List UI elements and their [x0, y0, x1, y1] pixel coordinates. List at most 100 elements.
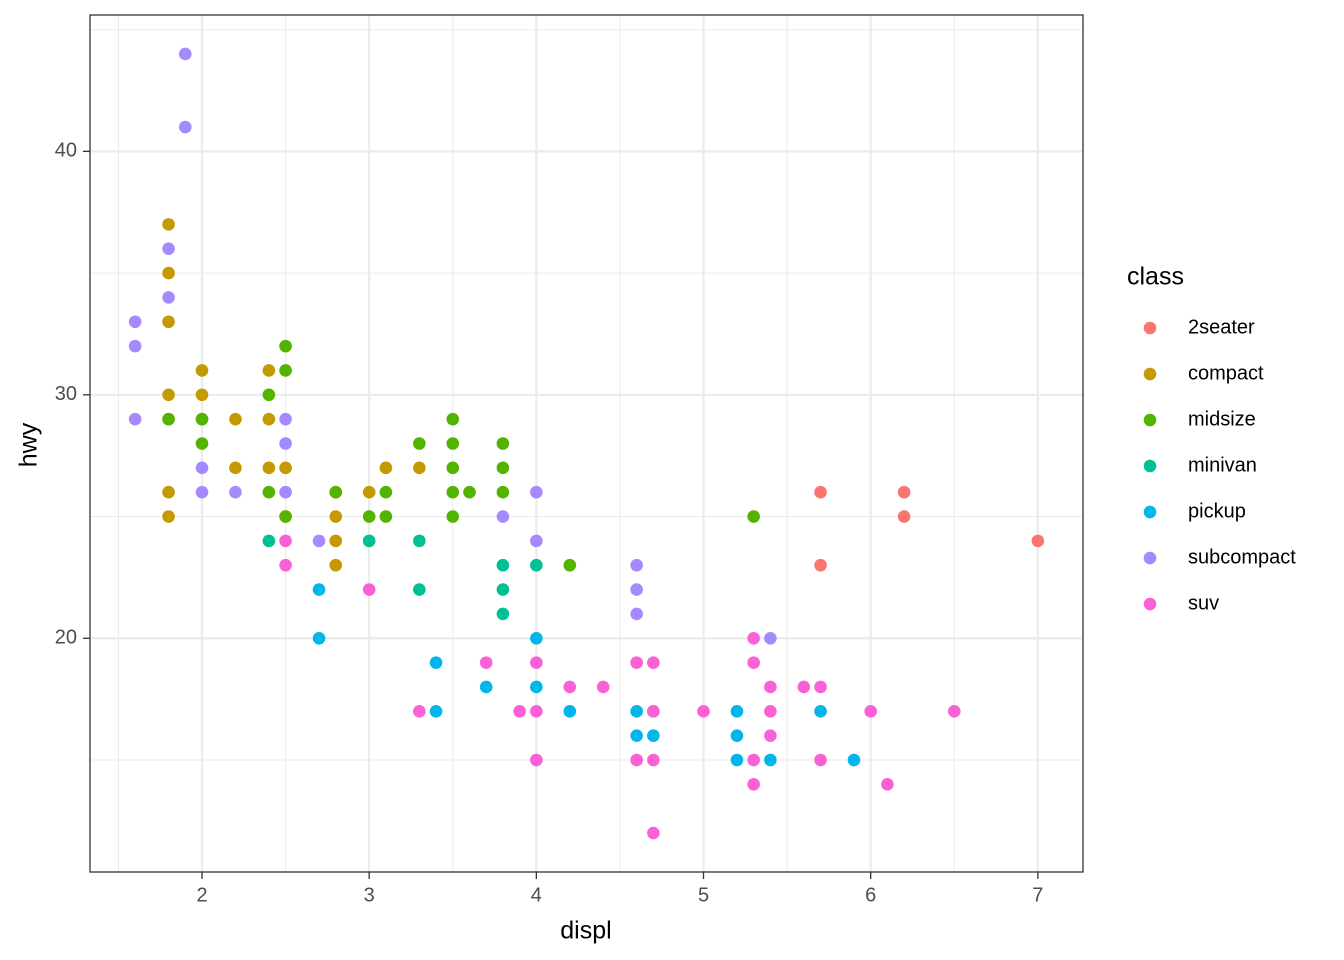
point	[329, 485, 343, 499]
point	[764, 729, 777, 742]
point	[262, 388, 276, 402]
point	[362, 485, 376, 499]
legend-key	[1143, 505, 1157, 519]
point	[496, 583, 510, 596]
point	[864, 705, 877, 718]
point	[162, 291, 175, 304]
point	[229, 461, 242, 475]
x-axis-title: displ	[560, 917, 611, 945]
legend-label: 2seater	[1188, 316, 1255, 338]
point	[630, 558, 643, 572]
legend-label: minivan	[1188, 454, 1257, 476]
point	[413, 583, 426, 596]
point	[413, 437, 426, 450]
panel-border	[89, 14, 1084, 873]
point	[630, 705, 643, 718]
points	[128, 47, 1045, 840]
point	[647, 753, 660, 767]
point	[262, 364, 276, 377]
point	[513, 705, 526, 718]
point	[379, 485, 393, 499]
point	[178, 47, 192, 61]
point	[279, 558, 292, 572]
point	[814, 753, 827, 767]
point	[446, 437, 460, 450]
point	[530, 558, 543, 572]
point	[530, 534, 543, 548]
point	[362, 534, 376, 548]
y-tick-label: 30	[55, 383, 77, 405]
point	[630, 729, 643, 742]
point	[496, 437, 510, 450]
point	[814, 485, 827, 499]
point	[329, 558, 343, 572]
point	[747, 753, 760, 767]
point	[496, 485, 510, 499]
point	[530, 705, 543, 718]
point	[413, 534, 426, 548]
point	[530, 753, 543, 767]
point	[262, 412, 276, 426]
point	[162, 242, 175, 256]
point	[162, 315, 175, 329]
point	[730, 753, 744, 767]
point	[563, 680, 577, 694]
point	[195, 437, 209, 450]
point	[747, 778, 760, 791]
point	[178, 120, 192, 134]
point	[279, 485, 292, 499]
point	[596, 680, 610, 694]
point	[279, 437, 292, 450]
point	[429, 656, 443, 669]
point	[479, 656, 493, 669]
legend-label: midsize	[1188, 408, 1256, 430]
point	[496, 510, 510, 523]
point	[312, 534, 326, 548]
point	[229, 412, 242, 426]
point	[162, 510, 175, 523]
point	[195, 461, 209, 475]
y-axis-title: hwy	[15, 422, 43, 467]
point	[764, 705, 777, 718]
point	[496, 558, 510, 572]
x-tick-label: 4	[531, 884, 542, 906]
point	[329, 510, 343, 523]
point	[814, 558, 827, 572]
y-tick-label: 20	[55, 627, 77, 649]
point	[162, 266, 175, 280]
point	[947, 705, 961, 718]
point	[630, 583, 643, 596]
legend: 2seater compact midsize minivan pickup subcom…	[1143, 316, 1296, 614]
legend-title: class	[1127, 263, 1184, 291]
point	[262, 534, 276, 548]
point	[128, 315, 142, 329]
legend-label: subcompact	[1188, 546, 1296, 568]
point	[413, 705, 426, 718]
legend-label: compact	[1188, 362, 1264, 384]
point	[881, 778, 894, 791]
point	[730, 729, 744, 742]
point	[847, 753, 861, 767]
legend-key	[1143, 551, 1157, 565]
point	[162, 485, 175, 499]
point	[530, 680, 543, 694]
point	[563, 558, 577, 572]
point	[195, 388, 209, 402]
point	[446, 461, 460, 475]
x-tick-label: 2	[196, 884, 207, 906]
point	[446, 510, 460, 523]
point	[128, 412, 142, 426]
point	[279, 534, 292, 548]
point	[429, 705, 443, 718]
point	[479, 680, 493, 694]
point	[897, 485, 911, 499]
point	[814, 705, 827, 718]
point	[279, 461, 292, 475]
point	[647, 729, 660, 742]
point	[563, 705, 577, 718]
point	[312, 631, 326, 645]
point	[229, 485, 242, 499]
point	[1031, 534, 1045, 548]
legend-label: suv	[1188, 592, 1219, 614]
legend-label: pickup	[1188, 500, 1246, 522]
